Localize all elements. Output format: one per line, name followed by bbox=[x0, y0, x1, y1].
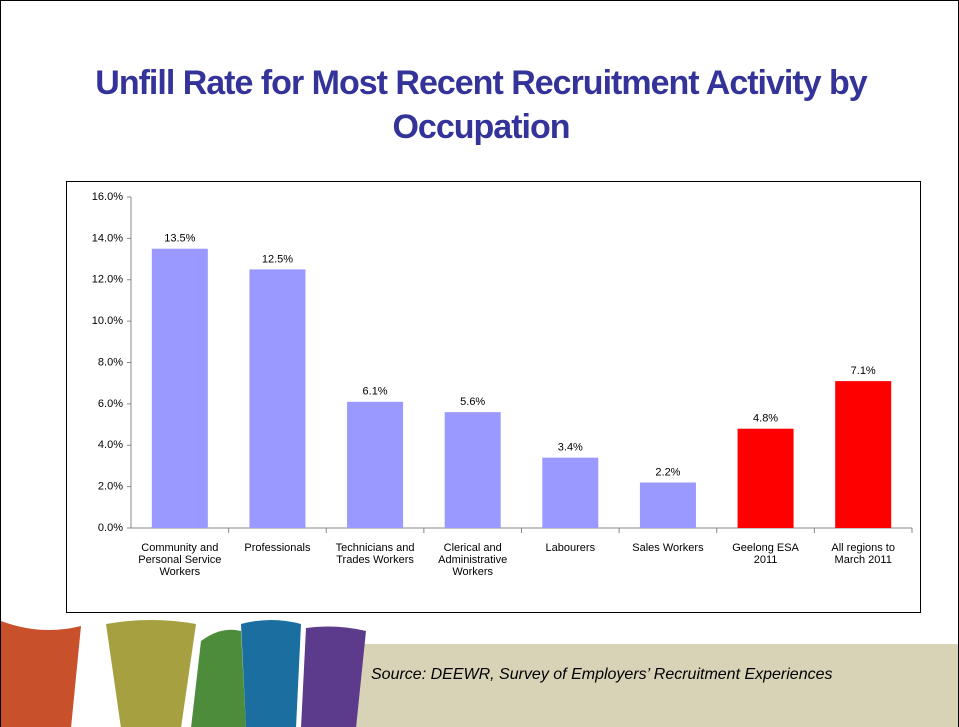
bar bbox=[542, 457, 599, 528]
value-label: 4.8% bbox=[753, 413, 778, 425]
value-label: 13.5% bbox=[164, 233, 195, 245]
x-tick-label: Geelong ESA 2011 bbox=[732, 542, 799, 566]
x-tick-label: Professionals bbox=[244, 542, 311, 554]
value-label: 2.2% bbox=[655, 466, 680, 478]
bar bbox=[151, 248, 208, 528]
y-tick-label: 14.0% bbox=[92, 232, 123, 244]
bar bbox=[249, 269, 306, 528]
deco-shape bbox=[301, 626, 366, 727]
x-tick-label: Technicians and Trades Workers bbox=[335, 542, 415, 566]
deco-shape bbox=[191, 629, 246, 727]
value-label: 3.4% bbox=[558, 442, 583, 454]
chart: 0.0% 2.0% 4.0% 6.0% 8.0% 10.0% 12.0% 14.0% 16.0%… bbox=[92, 191, 913, 534]
x-tick-label: All regions to March 2011 bbox=[831, 542, 895, 566]
value-label: 12.5% bbox=[262, 253, 293, 265]
x-tick-label: Labourers bbox=[545, 542, 596, 554]
slide-title: Unfill Rate for Most Recent Recruitment … bbox=[95, 64, 867, 146]
x-tick-label: Clerical and Administrative Workers bbox=[438, 542, 508, 578]
source-band bbox=[356, 644, 958, 727]
value-label: 5.6% bbox=[460, 396, 485, 408]
y-tick-label: 4.0% bbox=[98, 439, 123, 451]
bar bbox=[835, 381, 892, 528]
deco-shape bbox=[241, 620, 301, 727]
value-label: 7.1% bbox=[851, 365, 876, 377]
bar bbox=[444, 412, 501, 528]
y-tick-label: 12.0% bbox=[92, 274, 123, 286]
y-tick-label: 2.0% bbox=[98, 481, 123, 493]
y-tick-label: 16.0% bbox=[92, 191, 123, 203]
deco-shape bbox=[106, 620, 196, 727]
chart-area: 0.0% 2.0% 4.0% 6.0% 8.0% 10.0% 12.0% 14.0% 16.0%… bbox=[66, 181, 921, 613]
value-label: 6.1% bbox=[363, 386, 388, 398]
y-tick-label: 0.0% bbox=[98, 522, 123, 534]
y-tick-label: 6.0% bbox=[98, 398, 123, 410]
source-note: Source: DEEWR, Survey of Employers’ Recr… bbox=[371, 666, 833, 683]
decoration bbox=[1, 620, 958, 727]
x-tick-label: Sales Workers bbox=[632, 542, 704, 554]
y-tick-label: 8.0% bbox=[98, 356, 123, 368]
bar bbox=[737, 428, 794, 528]
x-tick-label: Community and Personal Service Workers bbox=[138, 542, 222, 578]
bar bbox=[347, 401, 404, 528]
y-tick-label: 10.0% bbox=[92, 315, 123, 327]
deco-shape bbox=[1, 621, 81, 727]
bar bbox=[639, 482, 696, 528]
